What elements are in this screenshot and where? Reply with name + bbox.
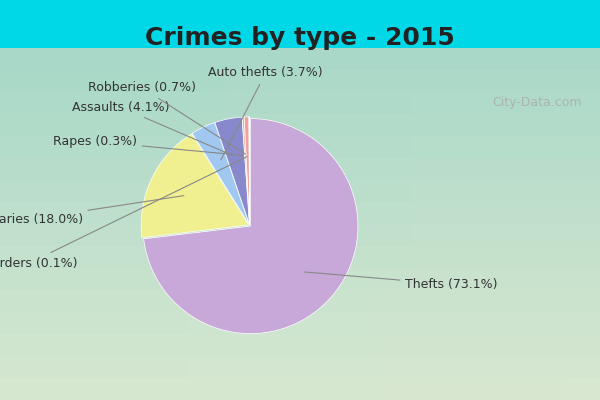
Wedge shape bbox=[192, 122, 249, 224]
Text: Murders (0.1%): Murders (0.1%) bbox=[0, 157, 247, 270]
Wedge shape bbox=[215, 117, 250, 224]
Text: Burglaries (18.0%): Burglaries (18.0%) bbox=[0, 196, 184, 226]
Text: Crimes by type - 2015: Crimes by type - 2015 bbox=[145, 26, 455, 50]
Wedge shape bbox=[242, 117, 250, 224]
Wedge shape bbox=[141, 134, 248, 238]
Text: City-Data.com: City-Data.com bbox=[493, 96, 582, 109]
Text: Thefts (73.1%): Thefts (73.1%) bbox=[305, 272, 498, 291]
Text: Rapes (0.3%): Rapes (0.3%) bbox=[53, 135, 242, 155]
Text: Auto thefts (3.7%): Auto thefts (3.7%) bbox=[208, 66, 323, 160]
Wedge shape bbox=[249, 117, 250, 224]
Text: Assaults (4.1%): Assaults (4.1%) bbox=[71, 101, 233, 156]
Wedge shape bbox=[143, 118, 358, 334]
Wedge shape bbox=[244, 117, 250, 224]
Text: Robberies (0.7%): Robberies (0.7%) bbox=[88, 81, 245, 154]
